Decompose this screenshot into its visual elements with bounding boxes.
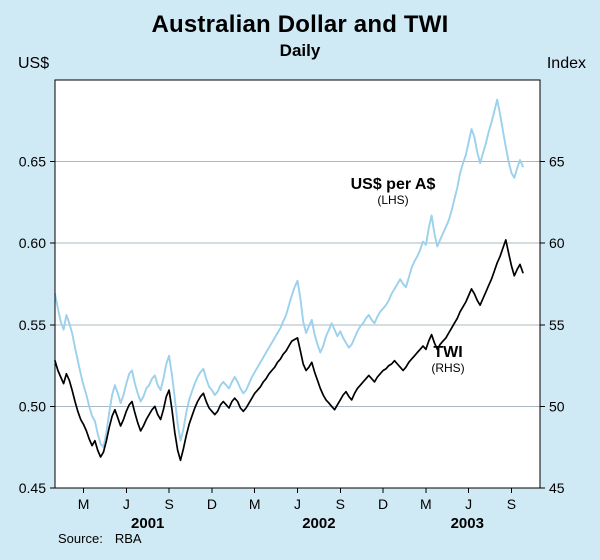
usd-series-annotation-sub: (LHS)	[377, 193, 409, 208]
left-axis-tick-label: 0.55	[19, 317, 46, 333]
x-axis-year-label: 2001	[131, 515, 164, 532]
x-axis-tick-label: S	[507, 496, 516, 512]
left-axis-tick-label: 0.65	[19, 154, 46, 170]
usd-series-annotation-label: US$ per A$	[350, 176, 436, 193]
right-axis-tick-label: 55	[549, 317, 565, 333]
twi-series-annotation-label: TWI	[433, 344, 463, 361]
source-note: Source: RBA	[58, 531, 142, 546]
right-axis-tick-label: 65	[549, 154, 565, 170]
x-axis-tick-label: M	[249, 496, 261, 512]
x-axis-year-label: 2002	[302, 515, 335, 532]
twi-series-annotation-sub: (RHS)	[431, 361, 465, 376]
left-axis-tick-label: 0.45	[19, 480, 46, 496]
x-axis-tick-label: M	[78, 496, 90, 512]
right-axis-tick-label: 60	[549, 235, 565, 251]
left-axis-unit-label: US$	[18, 55, 50, 72]
x-axis-tick-label: J	[294, 496, 301, 512]
x-axis-tick-label: J	[123, 496, 130, 512]
twi-series-annotation: TWI (RHS)	[403, 344, 493, 376]
usd-series-line	[54, 98, 524, 449]
right-axis-unit-label: Index	[546, 55, 586, 72]
left-axis-tick-label: 0.50	[19, 398, 46, 414]
chart-title: Australian Dollar and TWI	[151, 11, 449, 38]
usd-series-annotation: US$ per A$ (LHS)	[323, 176, 463, 208]
x-axis-tick-label: D	[378, 496, 388, 512]
left-axis-tick-label: 0.60	[19, 235, 46, 251]
x-axis-tick-label: S	[336, 496, 345, 512]
x-axis-year-label: 2003	[451, 515, 484, 532]
source-value: RBA	[114, 531, 142, 546]
source-label: Source:	[58, 531, 103, 546]
chart-subtitle: Daily	[279, 41, 321, 60]
twi-series-line	[54, 239, 524, 462]
x-axis-tick-label: S	[164, 496, 173, 512]
x-axis-tick-label: M	[420, 496, 432, 512]
right-axis-tick-label: 50	[549, 398, 565, 414]
x-axis-tick-label: D	[207, 496, 217, 512]
right-axis-tick-label: 45	[549, 480, 565, 496]
x-axis-tick-label: J	[465, 496, 472, 512]
